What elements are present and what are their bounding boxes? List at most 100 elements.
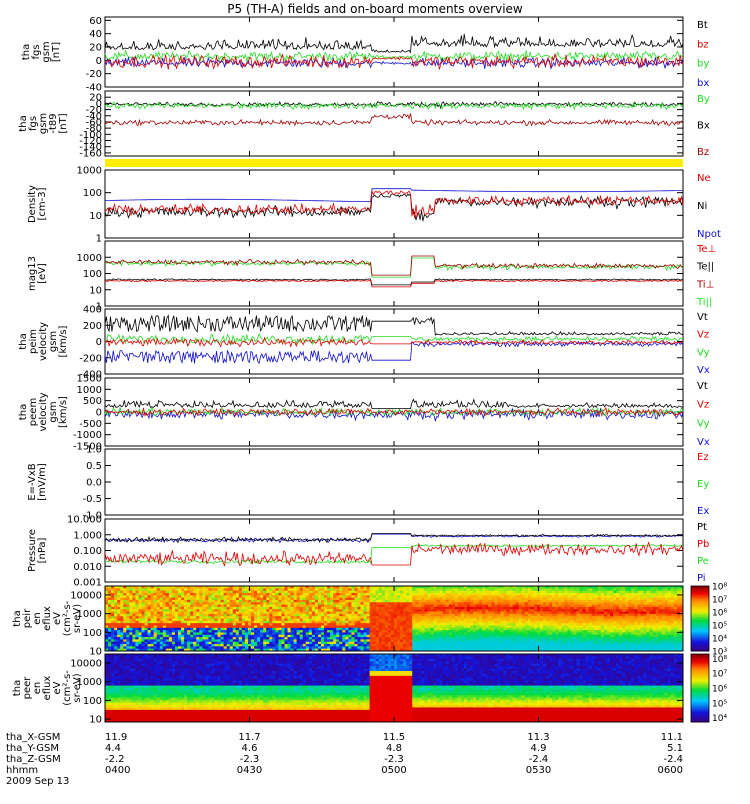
spectrogram-cell [278, 614, 281, 617]
spectrogram-cell [129, 588, 132, 591]
spectrogram-cell [577, 598, 580, 601]
spectrogram-cell [163, 593, 166, 596]
spectrogram-cell [193, 593, 196, 596]
spectrogram-cell [431, 639, 434, 642]
spectrogram-cell [570, 625, 573, 628]
spectrogram-cell [361, 588, 364, 591]
spectrogram-cell [208, 607, 211, 610]
spectrogram-cell [598, 623, 601, 626]
spectrogram-cell [284, 619, 287, 622]
spectrogram-cell [394, 598, 397, 601]
spectrogram-cell [199, 623, 202, 626]
spectrogram-cell [598, 616, 601, 619]
spectrogram-cell [412, 639, 415, 642]
spectrogram-cell [309, 619, 312, 622]
spectrogram-cell [266, 588, 269, 591]
spectrogram-cell [245, 598, 248, 601]
spectrogram-cell [370, 639, 373, 642]
spectrogram-cell [157, 646, 160, 649]
spectrogram-cell [114, 637, 117, 640]
spectrogram-cell [306, 642, 309, 645]
spectrogram-cell [424, 612, 427, 615]
spectrogram-cell [500, 609, 503, 612]
spectrogram-cell [312, 632, 315, 635]
spectrogram-cell [321, 637, 324, 640]
spectrogram-cell [169, 600, 172, 603]
spectrogram-cell [114, 612, 117, 615]
spectrogram-cell [567, 628, 570, 631]
spectrogram-cell [385, 630, 388, 633]
spectrogram-cell [370, 623, 373, 626]
spectrogram-cell [528, 602, 531, 605]
spectrogram-cell [540, 632, 543, 635]
spectrogram-cell [488, 600, 491, 603]
spectrogram-cell [181, 614, 184, 617]
spectrogram-cell [297, 609, 300, 612]
spectrogram-cell [309, 595, 312, 598]
spectrogram-cell [117, 591, 120, 594]
spectrogram-cell [178, 607, 181, 610]
spectrogram-cell [403, 646, 406, 649]
spectrogram-cell [205, 639, 208, 642]
spectrogram-cell [388, 591, 391, 594]
spectrogram-cell [175, 614, 178, 617]
spectrogram-cell [510, 632, 513, 635]
spectrogram-cell [510, 646, 513, 649]
spectrogram-cell [309, 600, 312, 603]
spectrogram-cell [160, 616, 163, 619]
spectrogram-cell [105, 632, 108, 635]
spectrogram-cell [467, 644, 470, 647]
spectrogram-cell [461, 595, 464, 598]
spectrogram-cell [281, 644, 284, 647]
spectrogram-cell [306, 637, 309, 640]
spectrogram-cell [166, 632, 169, 635]
spectrogram-cell [361, 607, 364, 610]
spectrogram-cell [470, 593, 473, 596]
spectrogram-cell [138, 639, 141, 642]
spectrogram-cell [354, 637, 357, 640]
spectrogram-cell [227, 646, 230, 649]
spectrogram-cell [583, 619, 586, 622]
spectrogram-cell [388, 632, 391, 635]
spectrogram-cell [312, 639, 315, 642]
spectrogram-cell [385, 593, 388, 596]
y-tick-label: 60 [89, 16, 102, 27]
spectrogram-cell [455, 621, 458, 624]
spectrogram-cell [184, 598, 187, 601]
spectrogram-cell [148, 612, 151, 615]
spectrogram-cell [534, 609, 537, 612]
spectrogram-cell [345, 632, 348, 635]
spectrogram-cell [418, 642, 421, 645]
spectrogram-cell [245, 630, 248, 633]
spectrogram-cell [525, 642, 528, 645]
spectrogram-cell [187, 612, 190, 615]
spectrogram-cell [470, 588, 473, 591]
spectrogram-cell [339, 621, 342, 624]
spectrogram-cell [382, 593, 385, 596]
spectrogram-cell [534, 642, 537, 645]
spectrogram-cell [373, 607, 376, 610]
spectrogram-cell [400, 632, 403, 635]
spectrogram-cell [449, 612, 452, 615]
spectrogram-cell [108, 598, 111, 601]
spectrogram-cell [336, 619, 339, 622]
spectrogram-cell [224, 625, 227, 628]
spectrogram-cell [507, 588, 510, 591]
spectrogram-cell [479, 632, 482, 635]
spectrogram-cell [534, 632, 537, 635]
spectrogram-cell [586, 607, 589, 610]
spectrogram-cell [339, 614, 342, 617]
spectrogram-cell [269, 588, 272, 591]
spectrogram-cell [394, 630, 397, 633]
spectrogram-cell [549, 600, 552, 603]
spectrogram-cell [470, 616, 473, 619]
spectrogram-cell [388, 612, 391, 615]
spectrogram-cell [190, 605, 193, 608]
spectrogram-cell [245, 607, 248, 610]
spectrogram-cell [427, 630, 430, 633]
spectrogram-cell [415, 595, 418, 598]
spectrogram-cell [132, 630, 135, 633]
spectrogram-cell [227, 588, 230, 591]
spectrogram-cell [309, 642, 312, 645]
spectrogram-cell [561, 621, 564, 624]
